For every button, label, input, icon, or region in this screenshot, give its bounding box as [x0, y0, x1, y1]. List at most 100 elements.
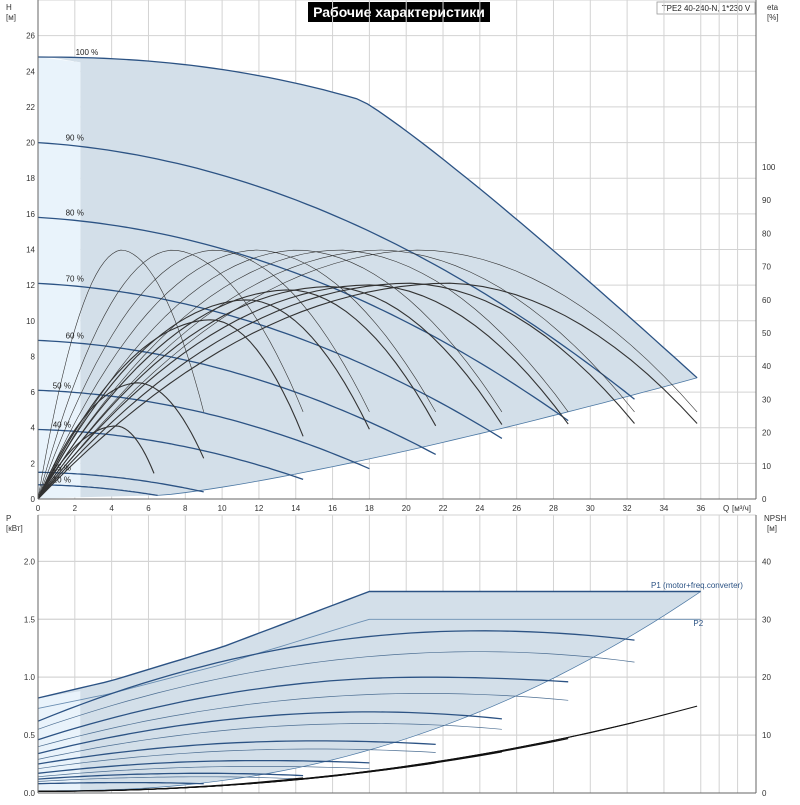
efficiency-curve: [37, 286, 503, 500]
efficiency-curve: [37, 299, 370, 500]
head-tick-label: 0: [31, 495, 36, 504]
axes: [37, 0, 757, 794]
eta-tick-label: 0: [762, 495, 767, 504]
head-tick-label: 22: [26, 103, 35, 112]
flow-tick-label: 26: [512, 504, 521, 513]
power-tick-label: 2.0: [24, 557, 36, 566]
flow-tick-label: 34: [659, 504, 668, 513]
speed-label: 60 %: [66, 331, 84, 340]
eta-tick-label: 30: [762, 395, 771, 404]
npsh-tick-label: 30: [762, 615, 771, 624]
series-label: P1 (motor+freq.converter): [651, 581, 743, 590]
flow-tick-label: 8: [183, 504, 188, 513]
p2-curve: [37, 766, 370, 778]
speed-label: 10 %: [53, 476, 71, 485]
eta-tick-label: 40: [762, 362, 771, 371]
efficiency-curve: [37, 249, 698, 500]
series-label: P2: [693, 619, 703, 628]
flow-tick-label: 12: [254, 504, 263, 513]
efficiency-curve: [37, 284, 569, 500]
head-axis-unit: [м]: [6, 13, 16, 22]
efficiency-curve: [37, 282, 635, 500]
npsh-tick-label: 10: [762, 731, 771, 740]
p1-curve: [37, 630, 635, 722]
efficiency-curve: [37, 249, 569, 500]
flow-axis-label: Q: [723, 504, 729, 513]
eta-tick-label: 10: [762, 462, 771, 471]
power-tick-label: 0.0: [24, 789, 36, 798]
head-curve-100pct: [37, 56, 698, 379]
p2-curve: [37, 776, 304, 782]
power-tick-label: 1.0: [24, 673, 36, 682]
flow-tick-label: 18: [365, 504, 374, 513]
curve-lines: [37, 56, 701, 792]
head-tick-label: 24: [26, 67, 35, 76]
head-curve-80pct: [37, 216, 569, 422]
npsh-tick-label: 20: [762, 673, 771, 682]
model-label: TPE2 40-240-N, 1*230 V: [662, 4, 751, 13]
flow-tick-label: 32: [623, 504, 632, 513]
efficiency-curve: [37, 249, 436, 500]
speed-label: 90 %: [66, 134, 84, 143]
flow-tick-label: 30: [586, 504, 595, 513]
efficiency-curve: [37, 319, 304, 500]
eta-axis-label: eta: [767, 3, 779, 12]
efficiency-curve: [37, 282, 698, 500]
head-tick-label: 26: [26, 32, 35, 41]
p1-curve: [37, 676, 569, 741]
flow-tick-label: 14: [291, 504, 300, 513]
head-low-flow-region: [38, 57, 81, 499]
flow-tick-label: 36: [696, 504, 705, 513]
head-curve-90pct: [37, 141, 635, 400]
npsh-axis-label: NPSH: [764, 514, 786, 523]
head-tick-label: 6: [31, 388, 36, 397]
p1-curve: [37, 772, 304, 780]
flow-axis-unit: [м³/ч]: [732, 504, 751, 513]
speed-label: 50 %: [53, 381, 71, 390]
p1-curve: [37, 740, 436, 765]
head-curve-10pct: [37, 484, 158, 497]
power-axis-unit: [кВт]: [6, 524, 23, 533]
npsh-tick-label: 40: [762, 557, 771, 566]
speed-label: 100 %: [76, 48, 99, 57]
p2-curve: [37, 723, 502, 760]
efficiency-curve: [37, 289, 437, 500]
head-tick-label: 18: [26, 174, 35, 183]
efficiency-curve: [37, 249, 370, 500]
model-label-box: [656, 1, 756, 15]
power-axis-label: P: [6, 514, 11, 523]
eta-axis-unit: [%]: [767, 13, 779, 22]
efficiency-curve: [37, 249, 635, 500]
p1-curve: [37, 711, 502, 755]
power-operating-region: [38, 591, 701, 791]
flow-tick-label: 28: [549, 504, 558, 513]
chart-title: Рабочие характеристики: [313, 4, 485, 20]
flow-tick-label: 2: [73, 504, 78, 513]
p1-curve: [37, 781, 204, 785]
efficiency-curve: [37, 249, 503, 500]
head-curve-70pct: [37, 282, 503, 439]
eta-tick-label: 50: [762, 329, 771, 338]
p2-max-curve: [37, 618, 701, 709]
npsh-tick-label: 0: [762, 789, 767, 798]
flow-tick-label: 22: [439, 504, 448, 513]
flow-tick-label: 0: [36, 504, 41, 513]
flow-tick-label: 20: [402, 504, 411, 513]
head-tick-label: 14: [26, 246, 35, 255]
speed-label: 70 %: [66, 274, 84, 283]
eta-tick-label: 60: [762, 296, 771, 305]
efficiency-curve: [37, 249, 204, 500]
efficiency-curve: [37, 382, 205, 500]
head-tick-label: 4: [31, 424, 36, 433]
head-tick-label: 2: [31, 459, 36, 468]
efficiency-curve: [37, 249, 304, 500]
flow-tick-label: 6: [146, 504, 151, 513]
npsh-axis-unit: [м]: [767, 524, 777, 533]
p1-max-curve: [37, 590, 701, 699]
head-tick-label: 20: [26, 139, 35, 148]
p1-curve: [37, 759, 370, 774]
p2-curve: [37, 651, 635, 730]
speed-label: 40 %: [53, 420, 71, 429]
